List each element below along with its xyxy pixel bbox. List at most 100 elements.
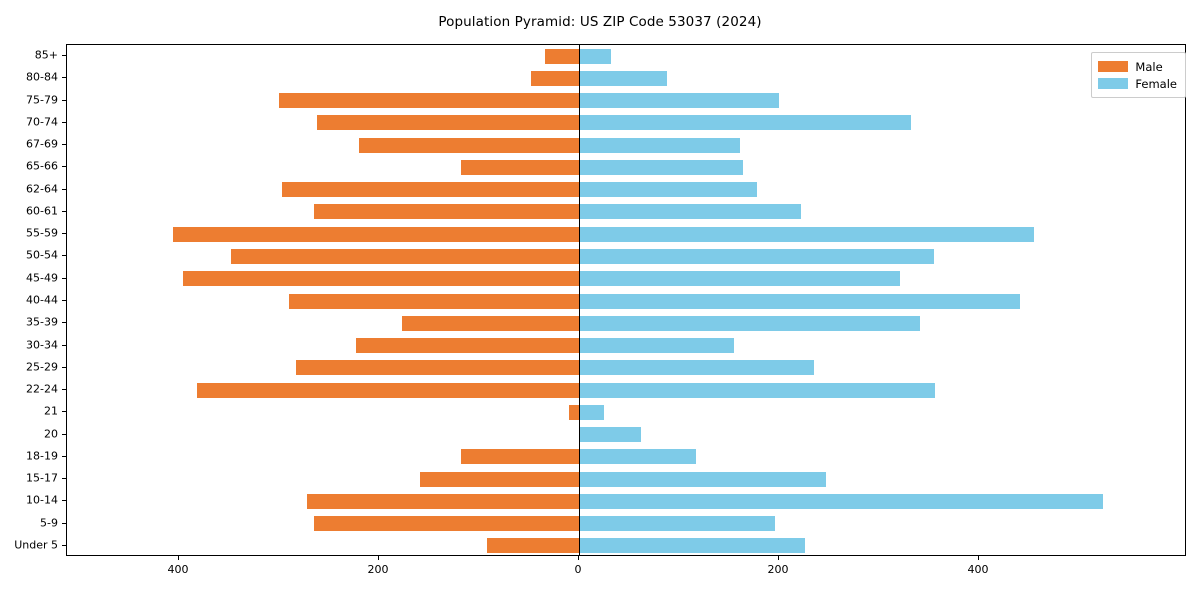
x-axis-tick-mark xyxy=(978,556,979,560)
y-axis-tick-label: 62-64 xyxy=(26,182,58,196)
bar-male xyxy=(282,182,579,198)
bar-female xyxy=(579,115,911,131)
y-axis-tick-label: Under 5 xyxy=(14,538,58,552)
x-axis-tick-label: 400 xyxy=(167,563,189,576)
y-axis-tick-label: 55-59 xyxy=(26,226,58,240)
bar-male xyxy=(183,271,579,287)
y-axis-tick-label: 18-19 xyxy=(26,449,58,463)
y-axis-tick-mark xyxy=(62,478,66,480)
y-axis-tick-label: 67-69 xyxy=(26,137,58,151)
legend-swatch-male xyxy=(1098,61,1129,72)
bar-female xyxy=(579,382,935,398)
y-axis-tick-mark xyxy=(62,322,66,324)
bar-male xyxy=(545,48,579,64)
y-axis-tick-mark xyxy=(62,433,66,435)
bar-female xyxy=(579,538,805,554)
y-axis-tick-mark xyxy=(62,389,66,391)
bar-female xyxy=(579,248,934,264)
y-axis-tick-mark xyxy=(62,55,66,57)
y-axis-tick-mark xyxy=(62,277,66,279)
legend-label-female: Female xyxy=(1135,76,1177,91)
plot-area xyxy=(66,44,1186,556)
bar-female xyxy=(579,338,734,354)
y-axis-tick-mark xyxy=(62,522,66,524)
bar-female xyxy=(579,70,667,86)
bar-female xyxy=(579,271,900,287)
bar-male xyxy=(231,248,579,264)
x-axis-tick-mark xyxy=(778,556,779,560)
chart-legend: Male Female xyxy=(1091,52,1186,98)
chart-title: Population Pyramid: US ZIP Code 53037 (2… xyxy=(438,14,762,30)
legend-item-female: Female xyxy=(1098,75,1177,92)
y-axis-tick-mark xyxy=(62,455,66,457)
bar-male xyxy=(289,293,579,309)
bar-male xyxy=(531,70,579,86)
y-axis-tick-label: 21 xyxy=(44,404,58,418)
x-axis-tick-label: 200 xyxy=(367,563,389,576)
bar-male xyxy=(569,404,579,420)
y-axis-tick-mark xyxy=(62,344,66,346)
y-axis-tick-mark xyxy=(62,121,66,123)
bar-female xyxy=(579,204,801,220)
bar-female xyxy=(579,315,920,331)
x-axis-tick-mark xyxy=(178,556,179,560)
bar-male xyxy=(487,538,579,554)
y-axis-tick-label: 50-54 xyxy=(26,248,58,262)
bar-male xyxy=(307,493,579,509)
bar-male xyxy=(296,360,579,376)
bar-female xyxy=(579,516,775,532)
y-axis-tick-label: 20 xyxy=(44,427,58,441)
x-axis-tick-label: 200 xyxy=(767,563,789,576)
x-axis-tick-label: 0 xyxy=(574,563,582,576)
y-axis-tick-label: 40-44 xyxy=(26,293,58,307)
bar-male xyxy=(314,516,579,532)
bar-female xyxy=(579,449,696,465)
y-axis-tick-mark xyxy=(62,99,66,101)
bar-female xyxy=(579,93,779,109)
y-axis-tick-label: 60-61 xyxy=(26,204,58,218)
y-axis-tick-mark xyxy=(62,366,66,368)
y-axis-tick-label: 45-49 xyxy=(26,271,58,285)
bar-male xyxy=(420,471,579,487)
bar-male xyxy=(317,115,579,131)
bar-male xyxy=(359,137,579,153)
y-axis-tick-mark xyxy=(62,233,66,235)
y-axis-tick-mark xyxy=(62,411,66,413)
bar-female xyxy=(579,159,743,175)
y-axis-tick-label: 75-79 xyxy=(26,93,58,107)
bar-male xyxy=(173,226,579,242)
y-axis-tick-label: 5-9 xyxy=(40,516,58,530)
bar-male xyxy=(356,338,579,354)
bar-male xyxy=(314,204,579,220)
bar-female xyxy=(579,48,611,64)
bar-male xyxy=(402,315,579,331)
y-axis-tick-label: 30-34 xyxy=(26,338,58,352)
bar-female xyxy=(579,137,740,153)
y-axis-tick-mark xyxy=(62,144,66,146)
y-axis-tick-mark xyxy=(62,300,66,301)
bar-male xyxy=(279,93,579,109)
bar-female xyxy=(579,427,641,443)
legend-item-male: Male xyxy=(1098,58,1177,75)
y-axis-tick-mark xyxy=(62,166,66,168)
bar-female xyxy=(579,493,1103,509)
x-axis-tick-label: 400 xyxy=(967,563,989,576)
y-axis-tick-label: 70-74 xyxy=(26,115,58,129)
legend-swatch-female xyxy=(1098,78,1129,89)
y-axis-tick-label: 35-39 xyxy=(26,315,58,329)
x-axis-tick-mark xyxy=(378,556,379,560)
bar-female xyxy=(579,471,826,487)
y-axis-tick-label: 80-84 xyxy=(26,70,58,84)
y-axis-tick-mark xyxy=(62,210,66,212)
bar-female xyxy=(579,226,1034,242)
bar-female xyxy=(579,360,814,376)
y-axis-tick-label: 22-24 xyxy=(26,382,58,396)
legend-label-male: Male xyxy=(1135,59,1163,74)
y-axis-tick-label: 65-66 xyxy=(26,159,58,173)
bar-female xyxy=(579,404,604,420)
bar-female xyxy=(579,293,1020,309)
y-axis-tick-mark xyxy=(62,544,66,546)
x-axis-tick-mark xyxy=(578,556,579,560)
bar-male xyxy=(461,159,579,175)
